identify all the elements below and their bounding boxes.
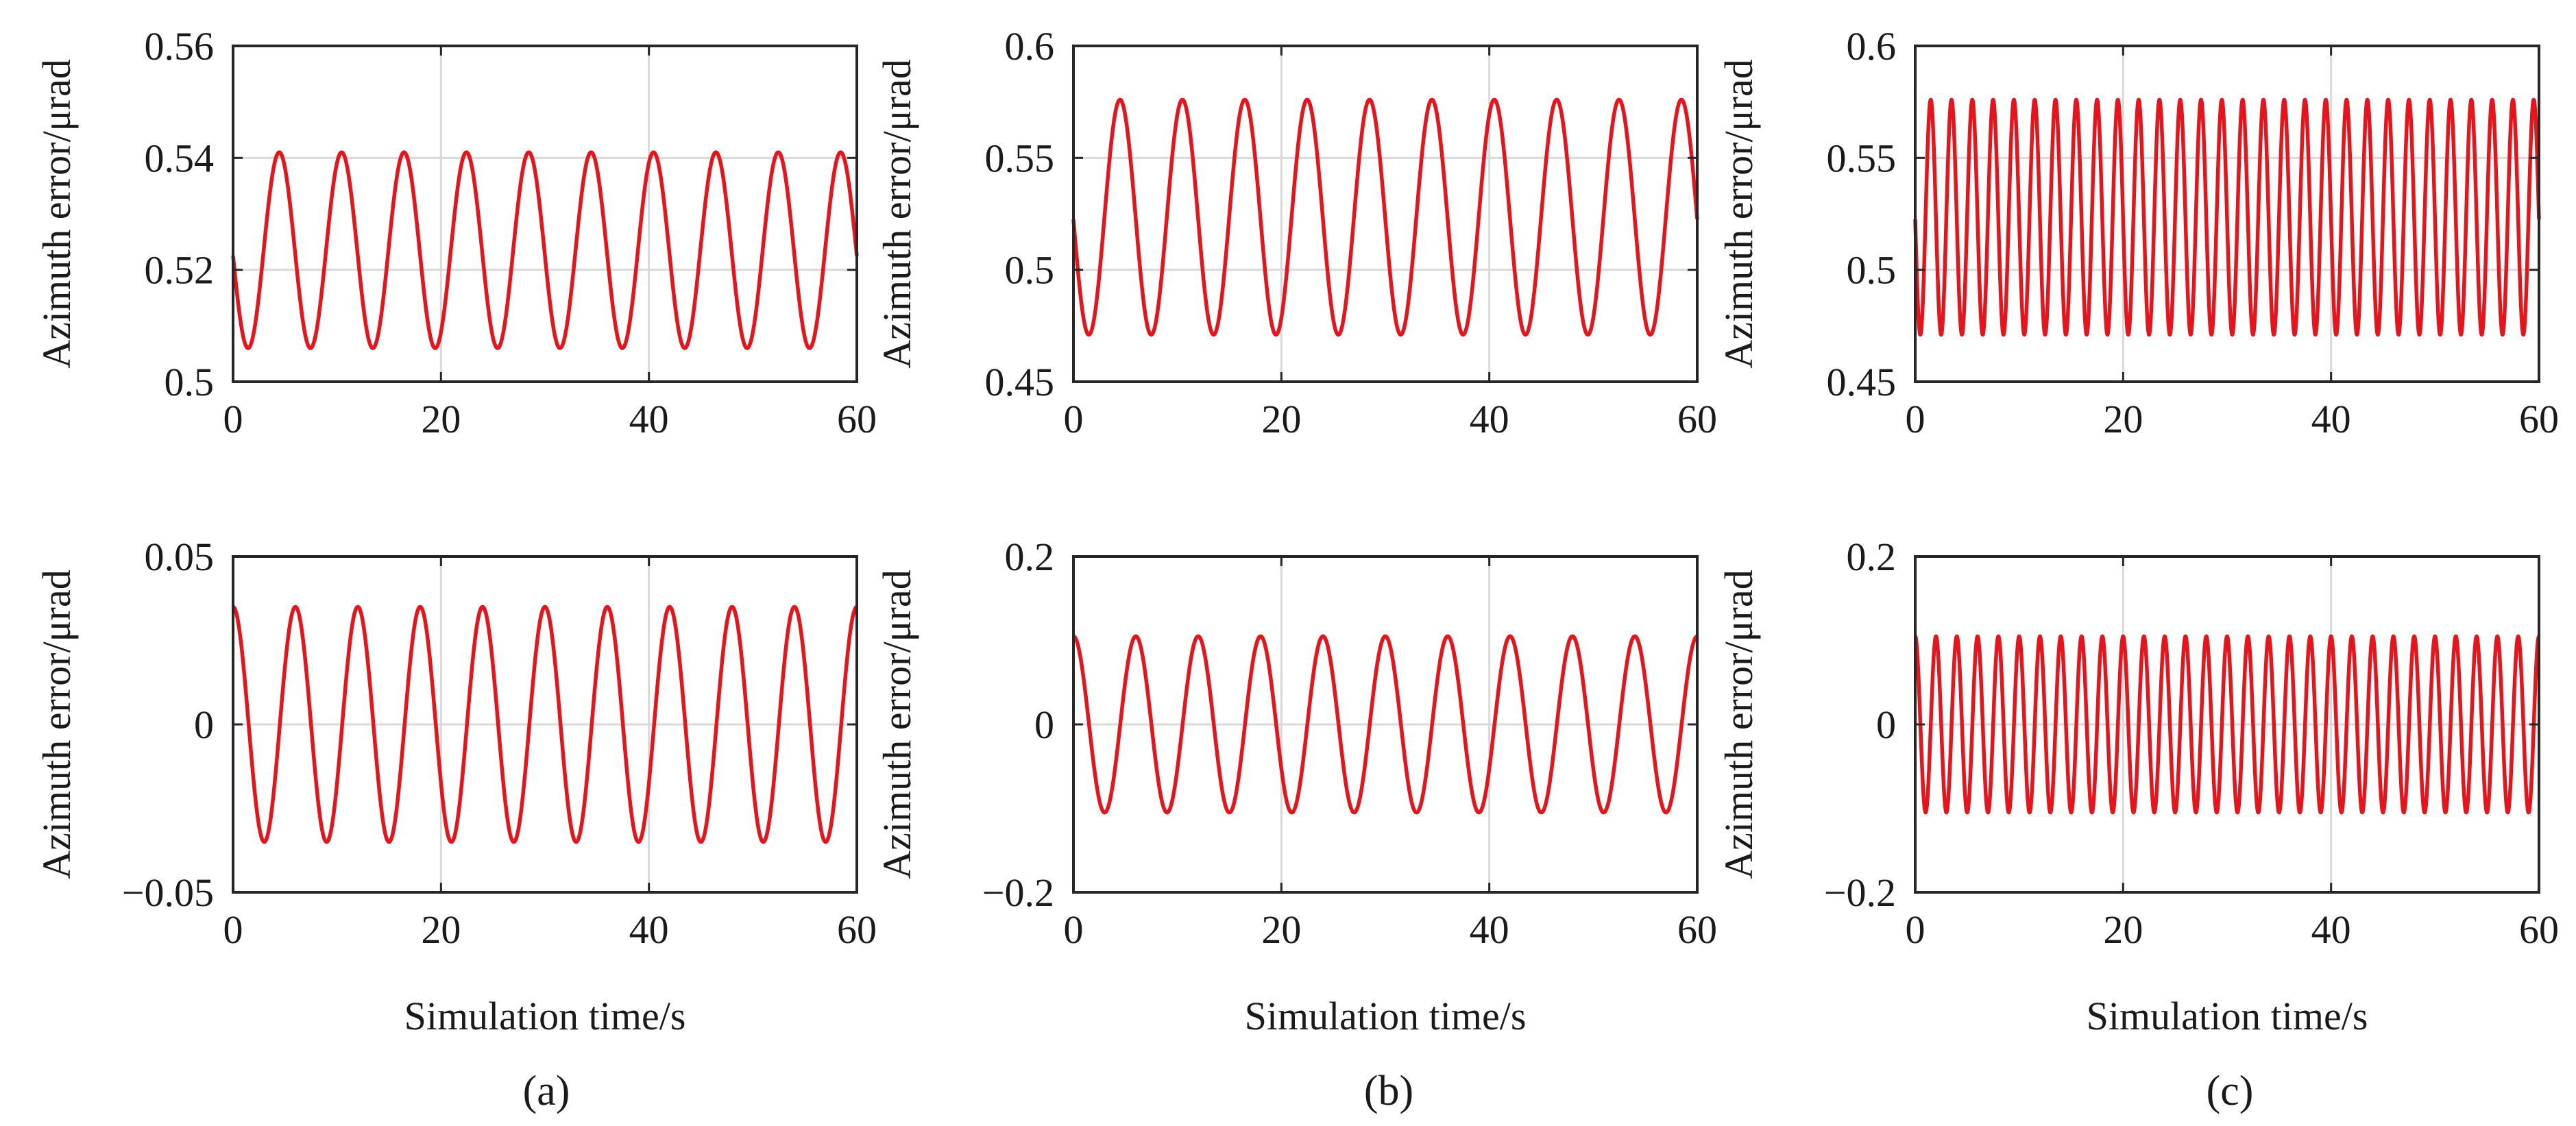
panel-label-a: (a) (523, 1068, 570, 1114)
axes-box (232, 45, 858, 383)
y-tick-label: 0.5 (1847, 248, 1897, 293)
x-tick-label: 40 (629, 397, 669, 441)
y-tick-label: −0.2 (982, 870, 1054, 915)
chart-b-top: 0 20 40 60 0.45 0.5 0.55 0.6 Azimuth error/μrad (875, 24, 1717, 441)
x-axis-label: Simulation time/s (1245, 994, 1527, 1038)
y-axis-label: Azimuth error/μrad (34, 570, 79, 879)
y-tick-label: −0.2 (1824, 870, 1896, 915)
series-line-c-bottom (1913, 634, 2541, 815)
y-tick-label: 0.45 (985, 360, 1055, 404)
x-tick-label: 0 (223, 907, 243, 952)
chart-panels: 0 20 40 60 0.5 0.52 0.54 0.56 Azimuth error/μrad… (34, 24, 2559, 1038)
x-tick-label: 60 (837, 907, 877, 952)
x-tick-label: 0 (223, 397, 243, 441)
y-tick-label: 0.05 (145, 535, 215, 579)
y-axis-label: Azimuth error/μrad (1716, 570, 1761, 879)
series-line-b-bottom (1071, 634, 1699, 815)
x-tick-label: 20 (2103, 397, 2143, 441)
y-tick-label: 0 (1876, 702, 1896, 747)
x-tick-label: 0 (1906, 907, 1925, 952)
axes-box (1914, 45, 2540, 383)
x-tick-label: 60 (2519, 907, 2559, 952)
y-tick-label: 0.45 (1827, 360, 1897, 404)
x-axis-label: Simulation time/s (404, 994, 686, 1038)
y-axis-label: Azimuth error/μrad (875, 59, 919, 368)
x-tick-label: 40 (2311, 397, 2351, 441)
x-tick-label: 0 (1906, 397, 1925, 441)
y-tick-label: 0.2 (1847, 535, 1897, 579)
y-tick-label: 0.52 (145, 248, 215, 293)
x-axis-label: Simulation time/s (2087, 994, 2368, 1038)
x-tick-label: 20 (1261, 907, 1301, 952)
x-tick-label: 40 (1470, 397, 1509, 441)
axes-box (1072, 45, 1699, 383)
x-tick-label: 60 (2519, 397, 2559, 441)
x-tick-label: 40 (1470, 907, 1509, 952)
y-axis-label: Azimuth error/μrad (1716, 59, 1761, 368)
panel-label-b: (b) (1364, 1068, 1413, 1114)
y-tick-label: 0.5 (1005, 248, 1055, 293)
y-axis-label: Azimuth error/μrad (875, 570, 919, 879)
x-tick-label: 0 (1064, 397, 1084, 441)
x-tick-label: 40 (629, 907, 669, 952)
x-tick-label: 60 (837, 397, 877, 441)
y-tick-label: 0.2 (1005, 535, 1055, 579)
series-line-b-top (1071, 97, 1699, 337)
x-tick-label: 20 (421, 907, 461, 952)
x-tick-label: 60 (1677, 907, 1717, 952)
x-tick-label: 60 (1677, 397, 1717, 441)
y-tick-label: 0.55 (1827, 136, 1897, 180)
x-tick-label: 20 (421, 397, 461, 441)
x-tick-label: 20 (2103, 907, 2143, 952)
series-line-a-bottom (231, 604, 859, 844)
series-line-a-top (231, 150, 859, 350)
y-tick-label: 0.5 (165, 360, 215, 404)
y-tick-label: 0.54 (145, 136, 215, 180)
y-tick-label: 0.56 (145, 24, 215, 69)
panel-label-c: (c) (2207, 1068, 2254, 1114)
y-tick-label: 0.6 (1847, 24, 1897, 69)
y-tick-label: 0 (1034, 702, 1054, 747)
y-tick-label: 0 (194, 702, 214, 747)
y-tick-label: −0.05 (122, 870, 214, 915)
x-tick-label: 40 (2311, 907, 2351, 952)
x-tick-label: 20 (1261, 397, 1301, 441)
y-axis-label: Azimuth error/μrad (34, 59, 79, 368)
chart-c-top: 0 20 40 60 0.45 0.5 0.55 0.6 Azimuth error/μrad (1716, 24, 2559, 441)
x-tick-label: 0 (1064, 907, 1084, 952)
y-tick-label: 0.55 (985, 136, 1055, 180)
y-tick-label: 0.6 (1005, 24, 1055, 69)
series-line-c-top (1913, 97, 2541, 337)
chart-a-top: 0 20 40 60 0.5 0.52 0.54 0.56 Azimuth error/μrad (34, 24, 877, 441)
